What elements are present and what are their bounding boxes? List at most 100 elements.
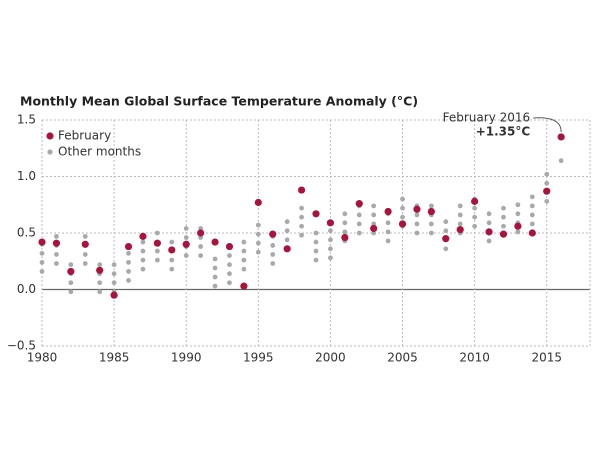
point <box>97 280 103 286</box>
point <box>528 229 536 237</box>
point <box>299 214 304 220</box>
point <box>241 266 247 272</box>
legend-marker <box>47 149 53 155</box>
point <box>169 239 175 245</box>
x-tick-label: 2000 <box>315 351 346 365</box>
point <box>212 265 218 271</box>
point <box>97 289 103 295</box>
point <box>140 239 146 245</box>
point <box>299 232 304 238</box>
point <box>428 221 434 227</box>
point <box>183 235 189 240</box>
point <box>211 238 219 246</box>
point <box>153 239 161 247</box>
point <box>414 212 420 218</box>
point <box>328 237 333 243</box>
point <box>255 249 261 255</box>
point <box>227 271 232 277</box>
point <box>126 259 131 265</box>
point <box>227 253 232 258</box>
x-tick-label: 2010 <box>459 351 490 365</box>
point <box>427 207 435 216</box>
point <box>400 205 405 211</box>
point <box>385 229 391 235</box>
point <box>428 203 434 209</box>
point <box>154 230 160 236</box>
point <box>299 205 304 211</box>
point <box>543 187 551 195</box>
point <box>515 202 521 208</box>
point <box>299 223 304 229</box>
point <box>183 226 189 231</box>
point <box>370 224 378 233</box>
point <box>442 235 450 243</box>
point <box>227 280 232 286</box>
point <box>255 240 261 246</box>
point <box>457 212 463 218</box>
point <box>486 220 492 226</box>
point <box>529 203 535 209</box>
point <box>472 214 478 220</box>
point <box>126 278 131 283</box>
point <box>111 271 117 277</box>
point <box>544 198 550 204</box>
point <box>558 158 564 164</box>
point <box>284 237 290 243</box>
point <box>326 219 335 227</box>
point <box>385 238 391 244</box>
point <box>270 261 276 266</box>
point <box>39 269 45 274</box>
x-tick-label: 1990 <box>171 351 202 365</box>
point <box>313 257 319 263</box>
point <box>54 252 59 257</box>
legend-marker <box>46 132 54 140</box>
point <box>96 266 104 274</box>
point <box>212 283 218 289</box>
point <box>356 221 362 227</box>
point <box>124 242 133 251</box>
point <box>212 256 218 262</box>
point <box>169 257 175 263</box>
y-tick-label: −0.5 <box>7 339 36 353</box>
point <box>227 262 232 268</box>
point <box>371 203 377 209</box>
x-tick-label: 2005 <box>387 351 418 365</box>
point <box>457 221 463 227</box>
x-tick-label: 2015 <box>531 351 562 365</box>
point <box>501 223 506 229</box>
point <box>81 240 89 248</box>
point <box>284 219 290 225</box>
point <box>400 196 405 202</box>
point <box>241 239 247 245</box>
y-tick-label: 0.0 <box>17 282 36 296</box>
y-tick-label: 0.5 <box>17 226 36 240</box>
point <box>356 230 362 236</box>
point <box>384 207 392 216</box>
point <box>38 238 46 246</box>
point <box>529 221 535 227</box>
point <box>68 289 74 295</box>
point <box>472 205 478 211</box>
point <box>342 220 348 226</box>
point <box>241 248 247 254</box>
point <box>457 203 463 209</box>
point <box>198 253 204 258</box>
point <box>328 246 333 252</box>
point <box>544 171 550 177</box>
point <box>154 257 160 263</box>
point <box>183 253 189 258</box>
point <box>139 232 147 240</box>
point <box>255 222 261 228</box>
point <box>154 248 160 254</box>
point <box>385 220 391 226</box>
point <box>39 259 45 265</box>
point <box>472 223 478 229</box>
point <box>371 212 377 218</box>
point <box>514 222 522 230</box>
point <box>414 230 420 236</box>
point <box>126 250 131 256</box>
point <box>241 257 247 263</box>
point <box>197 229 205 237</box>
point <box>443 219 449 225</box>
